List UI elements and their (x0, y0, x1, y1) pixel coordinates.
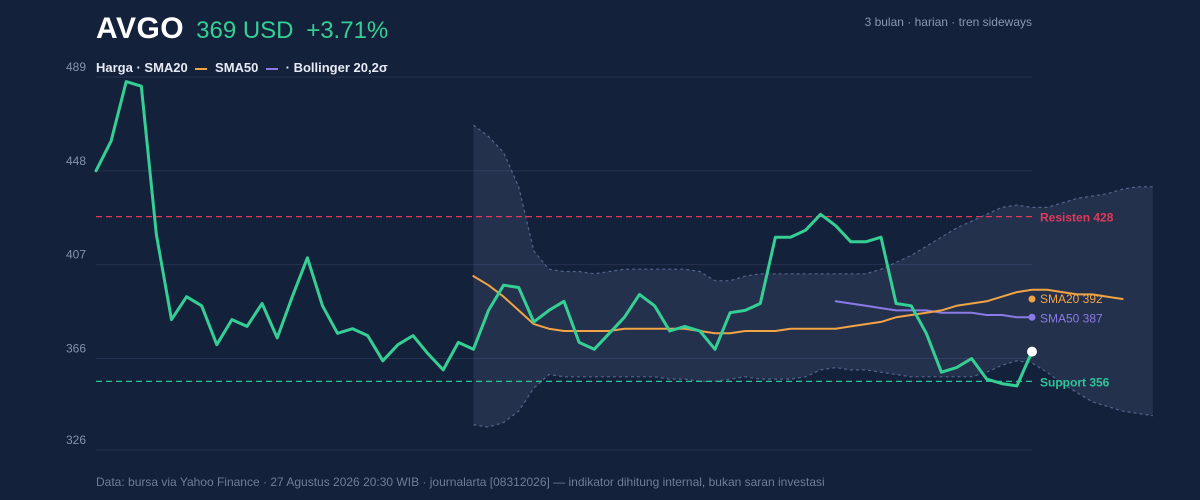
chart-header: AVGO 369 USD +3.71% (96, 12, 388, 46)
sma50-label: SMA50 387 (1040, 311, 1103, 325)
resistance-label: Resisten 428 (1040, 211, 1114, 225)
price-readout: 369 USD +3.71% (196, 17, 388, 45)
chart-meta: 3 bulan · harian · tren sideways (864, 15, 1032, 29)
sma20-end-marker (1028, 295, 1036, 303)
support-label: Support 356 (1040, 375, 1110, 389)
legend-sma20-swatch (195, 67, 208, 70)
ticker-symbol: AVGO (96, 12, 185, 45)
price-line (94, 80, 1034, 388)
legend-bollinger: · Bollinger 20,2σ (285, 60, 388, 75)
price-value: 369 USD (196, 17, 294, 44)
y-tick-label: 407 (66, 248, 86, 262)
y-tick-label: 489 (66, 60, 86, 74)
y-tick-label: 366 (66, 341, 86, 355)
sma50-end-marker (1028, 313, 1036, 321)
legend-sma50: SMA50 (215, 60, 259, 75)
sma20-label: SMA20 392 (1040, 292, 1103, 306)
sma20-line (472, 275, 1124, 335)
y-tick-label: 448 (66, 154, 86, 168)
bollinger-lower-line (473, 360, 1153, 428)
bollinger-upper-line (473, 124, 1153, 282)
bollinger-band-fill (473, 125, 1153, 428)
price-change: +3.71% (306, 17, 389, 44)
legend-sma20: SMA20 (144, 60, 188, 75)
price-end-marker (1027, 346, 1037, 357)
legend-sma50-swatch (266, 67, 279, 70)
legend: Harga · SMA20 SMA50 · Bollinger 20,2σ (96, 60, 388, 75)
y-tick-label: 326 (66, 433, 86, 447)
footer-note: Data: bursa via Yahoo Finance · 27 Agust… (96, 475, 825, 489)
legend-price: Harga · (96, 60, 141, 75)
